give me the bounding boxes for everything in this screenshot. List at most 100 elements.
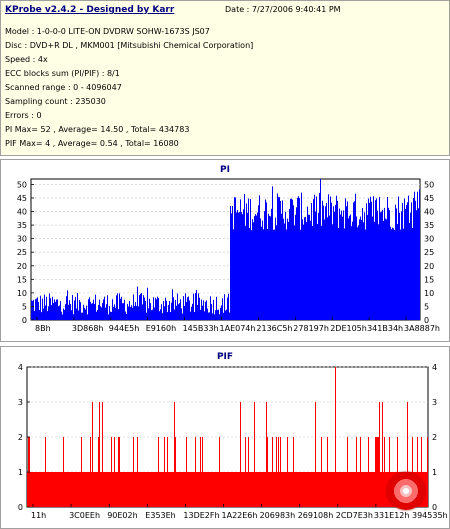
data-bar — [83, 472, 84, 507]
data-bar — [397, 437, 398, 507]
data-bar — [197, 472, 198, 507]
data-bar — [209, 312, 210, 320]
data-bar — [154, 472, 155, 507]
data-bar — [402, 202, 403, 320]
data-bar — [318, 212, 319, 320]
data-bar — [77, 292, 78, 320]
data-bar — [260, 472, 261, 507]
data-bar — [376, 198, 377, 320]
data-bar — [207, 472, 208, 507]
data-bar — [380, 472, 381, 507]
data-bar — [149, 298, 150, 320]
data-bar — [75, 297, 76, 320]
data-bar — [273, 229, 274, 320]
data-bar — [216, 472, 217, 507]
data-bar — [128, 306, 129, 320]
data-bar — [56, 299, 57, 320]
data-bar — [248, 198, 249, 320]
data-bar — [170, 312, 171, 320]
data-bar — [330, 472, 331, 507]
data-bar — [152, 472, 153, 507]
data-bar — [252, 472, 253, 507]
data-bar — [296, 472, 297, 507]
data-bar — [113, 306, 114, 320]
data-bar — [123, 472, 124, 507]
data-bar — [327, 437, 328, 507]
data-bar — [55, 301, 56, 320]
data-bar — [356, 216, 357, 320]
data-bar — [46, 296, 47, 320]
data-bar — [119, 293, 120, 320]
data-bar — [257, 212, 258, 320]
data-bar — [166, 472, 167, 507]
data-bar — [176, 472, 177, 507]
data-bar — [132, 307, 133, 320]
data-bar — [44, 472, 45, 507]
data-bar — [303, 224, 304, 320]
data-bar — [276, 225, 277, 320]
data-bar — [182, 472, 183, 507]
data-bar — [368, 198, 369, 320]
app-title: KProbe v2.4.2 - Designed by Karr — [5, 5, 175, 15]
data-bar — [208, 472, 209, 507]
data-bar — [57, 472, 58, 507]
data-bar — [239, 212, 240, 320]
data-bar — [320, 472, 321, 507]
data-bar — [102, 402, 103, 507]
x-tick-label: 394535h — [412, 511, 448, 520]
data-bar — [55, 472, 56, 507]
data-bar — [384, 207, 385, 320]
x-tick-label: 13DE2Fh — [183, 511, 219, 520]
data-bar — [306, 472, 307, 507]
data-bar — [301, 192, 302, 320]
data-bar — [185, 472, 186, 507]
data-bar — [401, 211, 402, 320]
data-bar — [172, 472, 173, 507]
data-bar — [324, 219, 325, 320]
y-tick-label-left: 3 — [18, 398, 23, 407]
data-bar — [386, 219, 387, 320]
x-tick-label: 8Bh — [35, 324, 51, 333]
data-bar — [119, 437, 120, 507]
data-bar — [348, 472, 349, 507]
data-bar — [44, 294, 45, 320]
data-bar — [288, 472, 289, 507]
data-bar — [299, 198, 300, 320]
data-bar — [86, 305, 87, 320]
data-bar — [63, 308, 64, 320]
data-bar — [160, 472, 161, 507]
data-bar — [74, 472, 75, 507]
data-bar — [240, 402, 241, 507]
data-bar — [389, 210, 390, 320]
y-tick-label-left: 30 — [17, 235, 27, 244]
data-bar — [152, 309, 153, 320]
data-bar — [252, 219, 253, 320]
data-bar — [305, 217, 306, 320]
data-bar — [221, 472, 222, 507]
data-bar — [190, 472, 191, 507]
y-tick-label-left: 2 — [18, 433, 23, 442]
data-bar — [159, 472, 160, 507]
data-bar — [341, 472, 342, 507]
data-bar — [169, 472, 170, 507]
data-bar — [111, 437, 112, 507]
data-bar — [82, 472, 83, 507]
data-bar — [54, 299, 55, 320]
data-bar — [408, 195, 409, 320]
y-tick-label-right: 0 — [432, 503, 437, 512]
data-bar — [123, 303, 124, 320]
data-bar — [321, 225, 322, 320]
data-bar — [129, 300, 130, 320]
data-bar — [268, 213, 269, 320]
data-bar — [298, 472, 299, 507]
data-bar — [361, 220, 362, 320]
data-bar — [229, 472, 230, 507]
data-bar — [93, 299, 94, 320]
data-bar — [68, 472, 69, 507]
data-bar — [269, 215, 270, 320]
data-bar — [214, 472, 215, 507]
y-tick-label-left: 10 — [17, 289, 27, 298]
data-bar — [221, 305, 222, 320]
info-panel: KProbe v2.4.2 - Designed by Karr Date : … — [0, 0, 450, 156]
y-tick-label-left: 40 — [17, 208, 27, 217]
